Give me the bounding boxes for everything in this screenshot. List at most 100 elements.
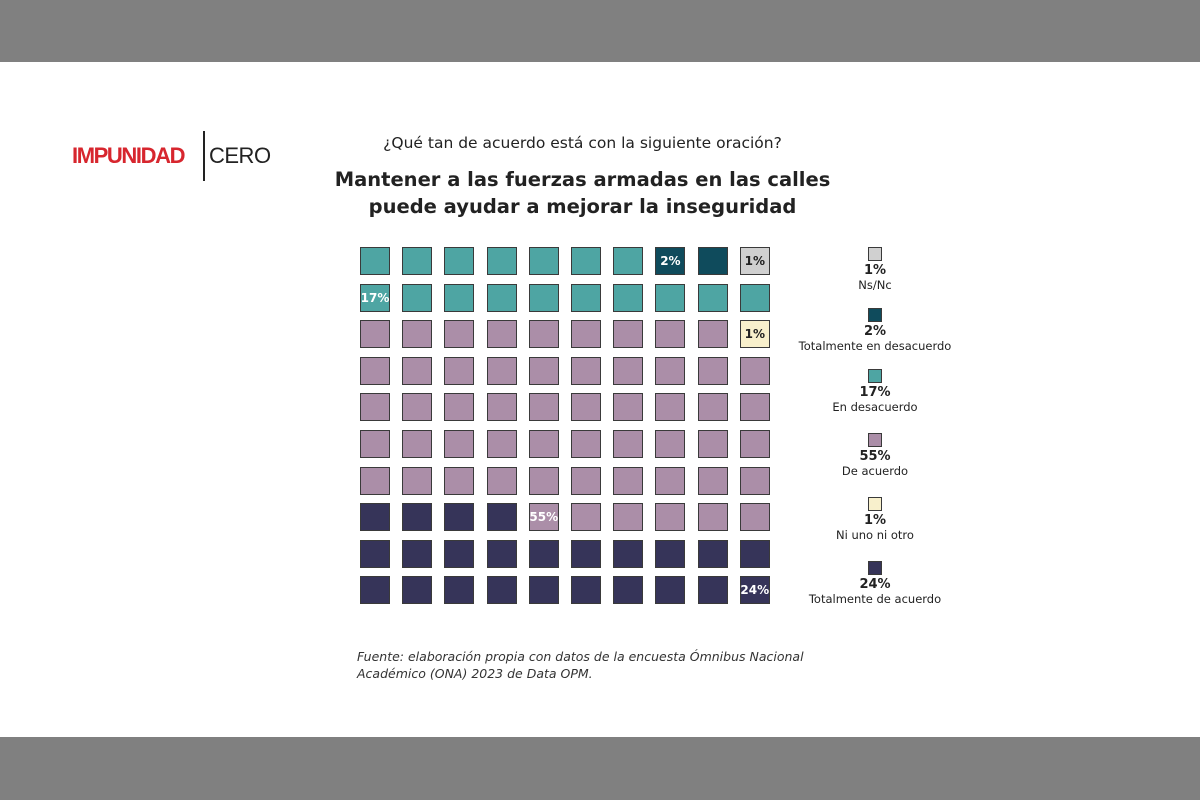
waffle-cell-da [528, 320, 559, 349]
legend-item-ed: 17% En desacuerdo [790, 369, 960, 414]
waffle-cell-da [402, 320, 433, 349]
waffle-cell-ta [402, 539, 433, 568]
legend-value-td: 2% [863, 324, 887, 339]
legend-item-ns: 1% Ns/Nc [790, 247, 960, 292]
waffle-cell-ed [528, 247, 559, 275]
waffle-cell-ta [571, 576, 601, 605]
waffle-cell-ta [486, 539, 517, 568]
waffle-cell-da [402, 356, 433, 385]
waffle-cell-ed [571, 247, 601, 275]
waffle-cell-da [360, 393, 390, 422]
legend-label-nn: Ni uno ni otro [836, 528, 914, 542]
waffle-cell-da [697, 503, 728, 532]
waffle-cell-da [571, 320, 601, 349]
waffle-cell-ed [528, 283, 559, 312]
waffle-cell-ed [444, 283, 475, 312]
waffle-cell-ed [655, 283, 686, 312]
waffle-cell-ta [739, 539, 770, 568]
waffle-cell-ed [402, 283, 433, 312]
waffle-cell-ed [486, 283, 517, 312]
waffle-cell-da [528, 356, 559, 385]
chart-title: Mantener a las fuerzas armadas en las ca… [300, 166, 865, 220]
waffle-cell-ta [571, 539, 601, 568]
waffle-cell-da [655, 356, 686, 385]
waffle-cell-ta [444, 539, 475, 568]
waffle-cell-da [360, 356, 390, 385]
legend-value-ed: 17% [859, 385, 891, 400]
waffle-cell-da [360, 430, 390, 458]
waffle-cell-ta [402, 503, 433, 532]
waffle-cell-da [613, 430, 644, 458]
waffle-cell-da [655, 320, 686, 349]
waffle-cell-da [360, 320, 390, 349]
waffle-cell-da [528, 503, 559, 532]
legend-item-nn: 1% Ni uno ni otro [790, 497, 960, 542]
waffle-cell-ta [486, 503, 517, 532]
waffle-cell-da [613, 466, 644, 495]
waffle-cell-ed [486, 247, 517, 275]
waffle-cell-ed [571, 283, 601, 312]
waffle-cell-label-ns: 1% [744, 254, 765, 268]
top-band [0, 0, 1200, 62]
waffle-cell-da [528, 430, 559, 458]
waffle-cell-da [528, 393, 559, 422]
waffle-cell-da [360, 466, 390, 495]
legend-swatch-ed [868, 369, 882, 383]
waffle-cell-da [402, 393, 433, 422]
waffle-cell-da [697, 393, 728, 422]
waffle-cell-da [739, 393, 770, 422]
waffle-cell-da [486, 320, 517, 349]
legend-swatch-nn [868, 497, 882, 511]
waffle-cell-ta [486, 576, 517, 605]
waffle-cell-da [444, 320, 475, 349]
waffle-cell-ta [402, 576, 433, 605]
legend-value-ta: 24% [859, 577, 891, 592]
waffle-cell-da [655, 503, 686, 532]
waffle-cell-label-da: 55% [529, 510, 559, 525]
waffle-cell-ta [697, 539, 728, 568]
waffle-cell-da [613, 356, 644, 385]
waffle-cell-ed [360, 283, 390, 312]
waffle-cell-da [486, 393, 517, 422]
waffle-cell-ta [613, 576, 644, 605]
waffle-cell-ta [528, 576, 559, 605]
waffle-cell-ed [402, 247, 433, 275]
chart-subtitle: ¿Qué tan de acuerdo está con la siguient… [383, 134, 782, 152]
waffle-cell-da [655, 430, 686, 458]
waffle-cell-da [571, 466, 601, 495]
waffle-cell-ta [360, 503, 390, 532]
waffle-cell-da [697, 320, 728, 349]
waffle-cell-nn [739, 320, 770, 349]
legend-item-td: 2% Totalmente en desacuerdo [790, 308, 960, 353]
waffle-cell-da [486, 356, 517, 385]
waffle-cell-ta [360, 539, 390, 568]
waffle-cell-da [655, 466, 686, 495]
waffle-cell-ed [739, 283, 770, 312]
legend-label-td: Totalmente en desacuerdo [798, 339, 952, 353]
waffle-cell-da [697, 466, 728, 495]
logo-divider [203, 131, 205, 181]
source-note: Fuente: elaboración propia con datos de … [357, 649, 804, 681]
chart-title-line-2: puede ayudar a mejorar la inseguridad [368, 195, 797, 218]
waffle-cell-da [697, 430, 728, 458]
waffle-cell-da [444, 356, 475, 385]
waffle-cell-ta [739, 576, 770, 605]
waffle-cell-da [655, 393, 686, 422]
bottom-band [0, 737, 1200, 800]
legend-value-nn: 1% [863, 513, 887, 528]
legend-value-da: 55% [859, 449, 891, 464]
waffle-cell-ed [613, 283, 644, 312]
waffle-cell-ed [360, 247, 390, 275]
waffle-cell-label-ta: 24% [740, 583, 770, 598]
waffle-cell-ta [528, 539, 559, 568]
legend-swatch-ns [868, 247, 882, 261]
waffle-cell-da [739, 356, 770, 385]
waffle-cell-td [655, 247, 686, 275]
waffle-cell-ta [613, 539, 644, 568]
waffle-cell-da [613, 393, 644, 422]
waffle-cell-da [613, 503, 644, 532]
legend-item-da: 55% De acuerdo [790, 433, 960, 478]
waffle-cell-ta [655, 576, 686, 605]
waffle-cell-ns [739, 247, 770, 275]
waffle-cell-da [444, 393, 475, 422]
